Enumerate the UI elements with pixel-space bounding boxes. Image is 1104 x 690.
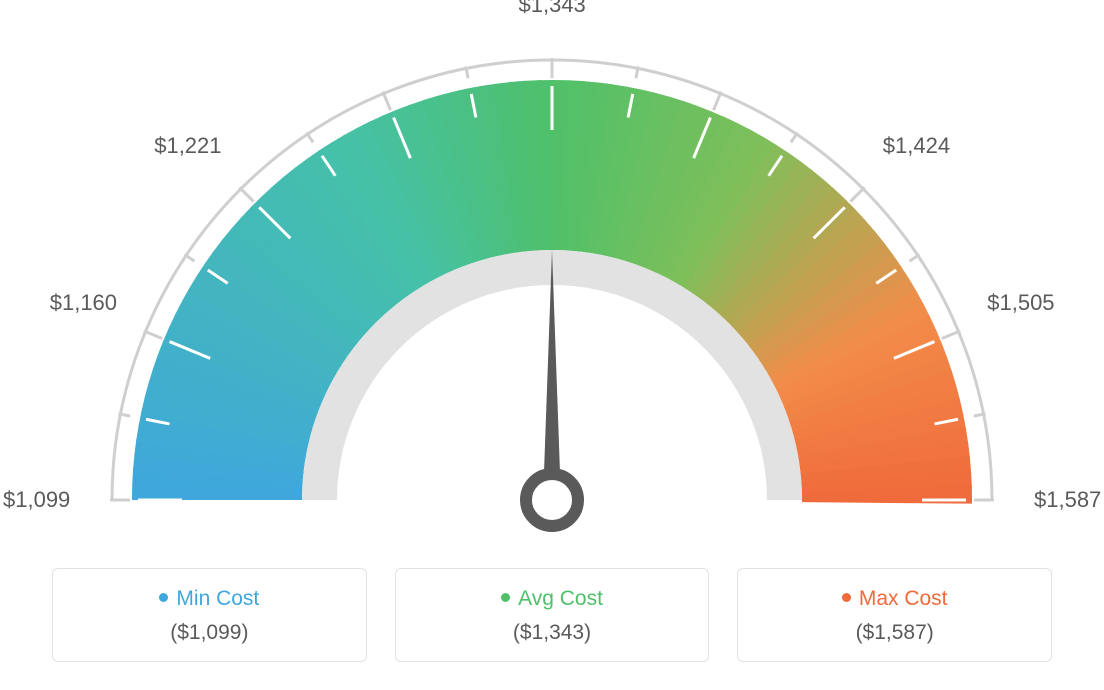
- max-cost-dot: [842, 593, 851, 602]
- cost-gauge-chart: Min Cost ($1,099) Avg Cost ($1,343) Max …: [0, 0, 1104, 690]
- avg-cost-card: Avg Cost ($1,343): [395, 568, 710, 662]
- gauge-scale-label: $1,160: [50, 290, 117, 316]
- max-cost-title-text: Max Cost: [859, 587, 948, 610]
- min-cost-value: ($1,099): [63, 621, 356, 645]
- gauge-scale-label: $1,505: [987, 290, 1054, 316]
- max-cost-value: ($1,587): [748, 621, 1041, 645]
- max-cost-card: Max Cost ($1,587): [737, 568, 1052, 662]
- gauge-scale-label: $1,343: [519, 0, 586, 18]
- min-cost-title: Min Cost: [63, 587, 356, 611]
- gauge-scale-label: $1,099: [3, 487, 70, 513]
- gauge-scale-label: $1,424: [883, 133, 950, 159]
- gauge-svg: [0, 0, 1104, 560]
- avg-cost-title-text: Avg Cost: [518, 587, 603, 610]
- max-cost-title: Max Cost: [748, 587, 1041, 611]
- summary-cards: Min Cost ($1,099) Avg Cost ($1,343) Max …: [52, 568, 1052, 662]
- min-cost-title-text: Min Cost: [176, 587, 259, 610]
- avg-cost-value: ($1,343): [406, 621, 699, 645]
- avg-cost-dot: [501, 593, 510, 602]
- gauge-scale-label: $1,221: [154, 133, 221, 159]
- gauge-scale-label: $1,587: [1034, 487, 1101, 513]
- avg-cost-title: Avg Cost: [406, 587, 699, 611]
- min-cost-dot: [159, 593, 168, 602]
- min-cost-card: Min Cost ($1,099): [52, 568, 367, 662]
